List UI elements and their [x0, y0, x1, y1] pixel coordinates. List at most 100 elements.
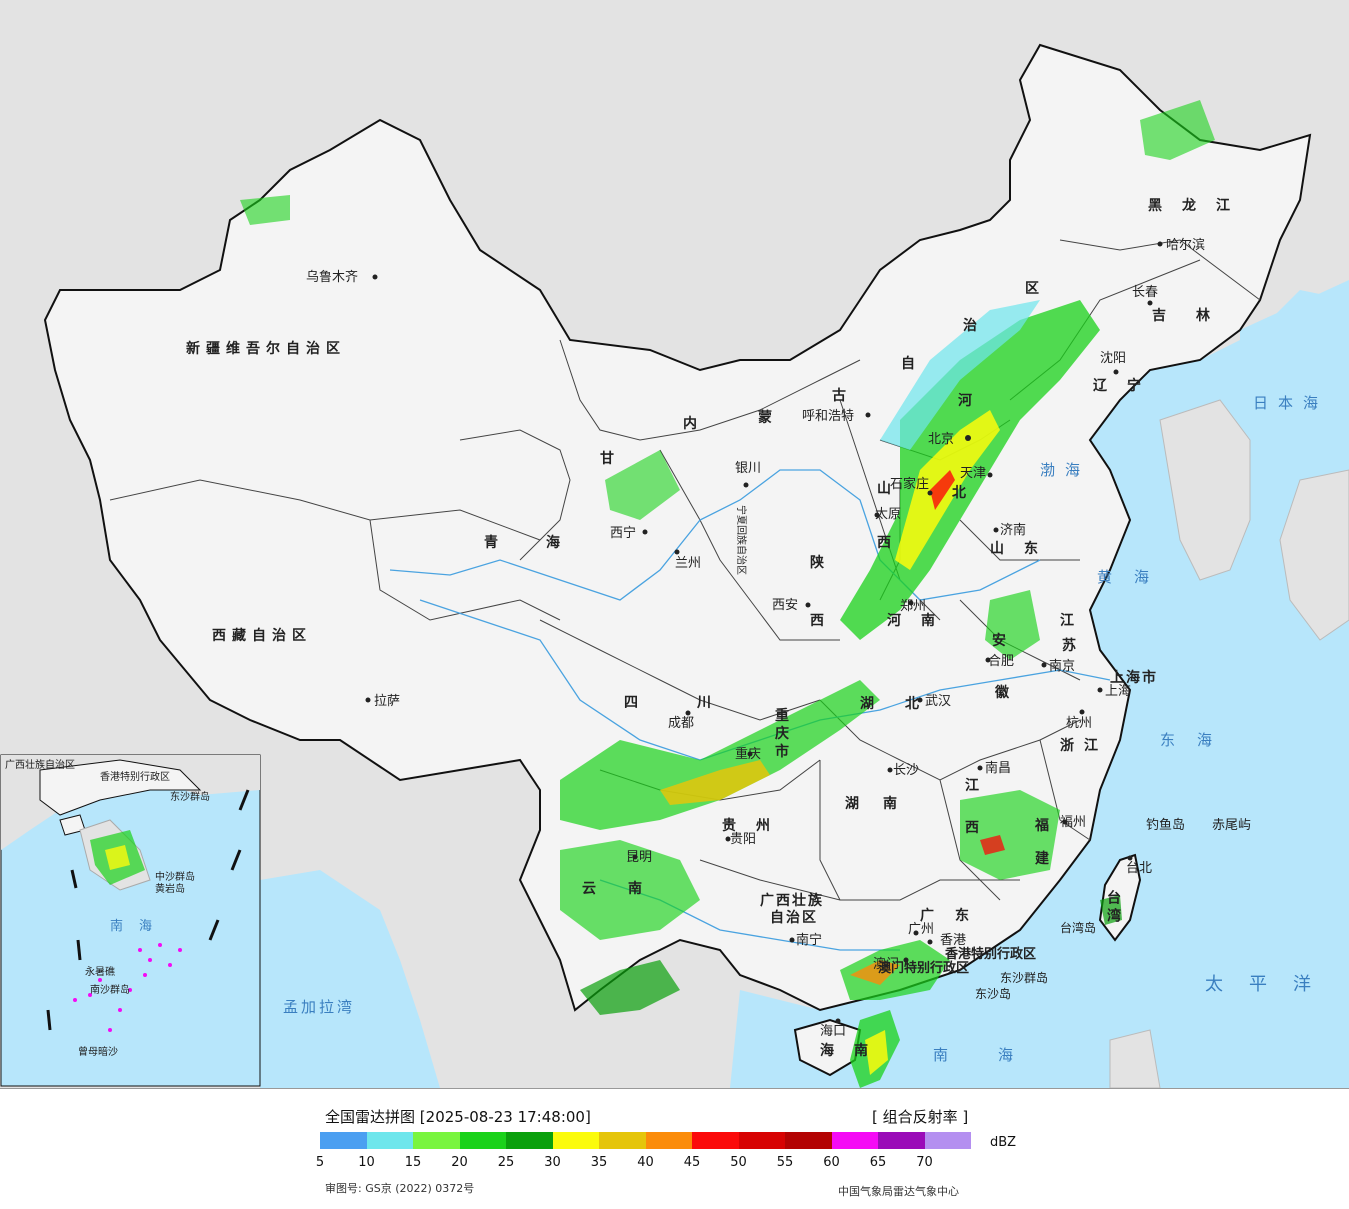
province-label: 西	[877, 535, 897, 551]
city-label: 南京	[1049, 658, 1075, 674]
province-label: 吉林	[1152, 307, 1240, 324]
city-label: 乌鲁木齐	[306, 269, 358, 285]
province-labels: 新疆维吾尔自治区 西藏自治区 青海 甘 内 蒙 古 自 治 区 黑龙江 吉林 辽…	[186, 197, 1250, 1059]
special-label: 东沙群岛	[1000, 970, 1048, 985]
map-canvas: 新疆维吾尔自治区 西藏自治区 青海 甘 内 蒙 古 自 治 区 黑龙江 吉林 辽…	[0, 0, 1349, 1088]
city-label: 西安	[772, 598, 798, 613]
city-label: 武汉	[925, 694, 951, 709]
province-label: 庆	[775, 725, 795, 742]
land-japan	[1279, 469, 1349, 641]
province-label: 区	[1025, 281, 1045, 297]
city-label: 长春	[1132, 285, 1158, 300]
special-label: 东沙岛	[975, 986, 1011, 1001]
land-korea	[1159, 399, 1251, 581]
special-label: 澳门特别行政区	[878, 960, 969, 976]
legend-swatch	[831, 1132, 878, 1149]
province-label: 徽	[994, 684, 1015, 701]
city-label: 澳门	[873, 956, 899, 972]
sea-labels: 日本海 渤海 黄海 东海 太平洋 南海 孟加拉湾	[283, 394, 1328, 1064]
province-label: 上海市	[1110, 669, 1158, 686]
province-label: 苏	[1062, 637, 1082, 654]
province-label: 宁夏回族自治区	[735, 505, 748, 575]
city-label: 广州	[908, 922, 934, 937]
province-label: 河	[958, 392, 978, 409]
province-label: 湖	[860, 696, 880, 712]
sea-japan	[1240, 280, 1349, 480]
legend-tick-label: 10	[358, 1155, 375, 1170]
province-label: 四	[624, 695, 644, 711]
echo-xinjiang	[240, 195, 290, 225]
color-scale-ticks: 5 10 15 20 25 30 35 40 45 50 55 60 65 70	[0, 1155, 1349, 1173]
city-label: 海口	[820, 1024, 846, 1039]
province-label: 黑龙江	[1148, 197, 1250, 214]
inset-label: 南沙群岛	[90, 983, 130, 996]
map-title: 全国雷达拼图	[325, 1108, 416, 1126]
legend-swatch	[924, 1132, 971, 1149]
legend-swatch	[413, 1132, 460, 1149]
city-label: 银川	[735, 461, 761, 476]
echo-sw-core	[660, 760, 770, 805]
city-label: 沈阳	[1100, 351, 1126, 366]
special-label: 台湾岛	[1060, 920, 1096, 935]
legend-tick-label: 55	[776, 1155, 794, 1170]
inset-label: 中沙群岛	[155, 870, 195, 883]
province-label: 云南	[582, 880, 674, 897]
province-label: 广西壮族	[760, 892, 824, 909]
city-label: 合肥	[988, 654, 1014, 669]
city-label: 拉萨	[374, 694, 400, 709]
sea-label: 东海	[1160, 731, 1234, 749]
sea-label: 南海	[933, 1046, 1063, 1064]
echo-taiwan	[1100, 895, 1122, 925]
city-label: 天津	[960, 466, 986, 481]
legend-tick-label: 45	[683, 1155, 701, 1170]
inset-label: 永暑礁	[85, 965, 115, 978]
city-label: 郑州	[900, 599, 926, 614]
city-label: 石家庄	[890, 476, 929, 492]
province-label: 江	[965, 777, 985, 794]
city-label: 昆明	[626, 850, 652, 865]
echo-south-core	[850, 960, 900, 985]
legend-tick-label: 20	[451, 1155, 468, 1170]
inset-label: 黄岩岛	[155, 882, 185, 895]
inset-label: 南海	[110, 918, 168, 934]
legend-tick-label: 50	[730, 1155, 747, 1170]
special-label: 香港特别行政区	[944, 946, 1036, 962]
city-label: 钓鱼岛	[1146, 817, 1185, 833]
city-dots	[365, 241, 1163, 1024]
china-land	[43, 43, 1312, 1012]
province-label: 自	[901, 355, 921, 372]
legend-title: 全国雷达拼图 [2025-08-23 17:48:00]	[325, 1106, 591, 1127]
province-label: 西	[810, 613, 830, 629]
province-label: 重	[775, 707, 795, 724]
sea-bengal	[260, 870, 440, 1088]
city-label: 呼和浩特	[802, 409, 854, 424]
echo-gansu	[605, 450, 680, 520]
sea-label: 日本海	[1253, 394, 1328, 412]
province-label: 湖南	[845, 795, 921, 812]
city-label: 西宁	[610, 525, 636, 541]
city-label: 贵阳	[730, 832, 756, 847]
legend-tick-label: 30	[544, 1155, 561, 1170]
radar-echoes	[240, 100, 1215, 1088]
legend-swatch	[785, 1132, 832, 1149]
echo-yunnan	[560, 840, 700, 940]
sea-label: 渤海	[1040, 461, 1090, 479]
legend-tick-label: 15	[404, 1155, 422, 1170]
inset-label: 香港特别行政区	[100, 770, 170, 783]
inset-label: 曾母暗沙	[78, 1045, 118, 1058]
radar-map: 新疆维吾尔自治区 西藏自治区 青海 甘 内 蒙 古 自 治 区 黑龙江 吉林 辽…	[0, 0, 1349, 1088]
province-label: 浙江	[1060, 737, 1108, 754]
province-label: 河南	[887, 612, 955, 629]
city-label: 杭州	[1066, 716, 1092, 731]
color-scale	[320, 1132, 971, 1149]
province-label: 建	[1035, 850, 1055, 867]
legend-swatch	[366, 1132, 413, 1149]
province-label: 陕	[810, 554, 830, 571]
city-labels: 乌鲁木齐 拉萨 西宁 兰州 银川 呼和浩特 哈尔滨 长春 沈阳 北京 天津 石家…	[306, 237, 1251, 1039]
south-china-sea-inset	[0, 754, 261, 1087]
province-label: 北	[952, 485, 972, 501]
province-label: 古	[832, 387, 852, 404]
land-philippines	[1109, 1029, 1161, 1088]
legend-tick-label: 40	[637, 1155, 654, 1170]
legend-swatch	[506, 1132, 553, 1149]
